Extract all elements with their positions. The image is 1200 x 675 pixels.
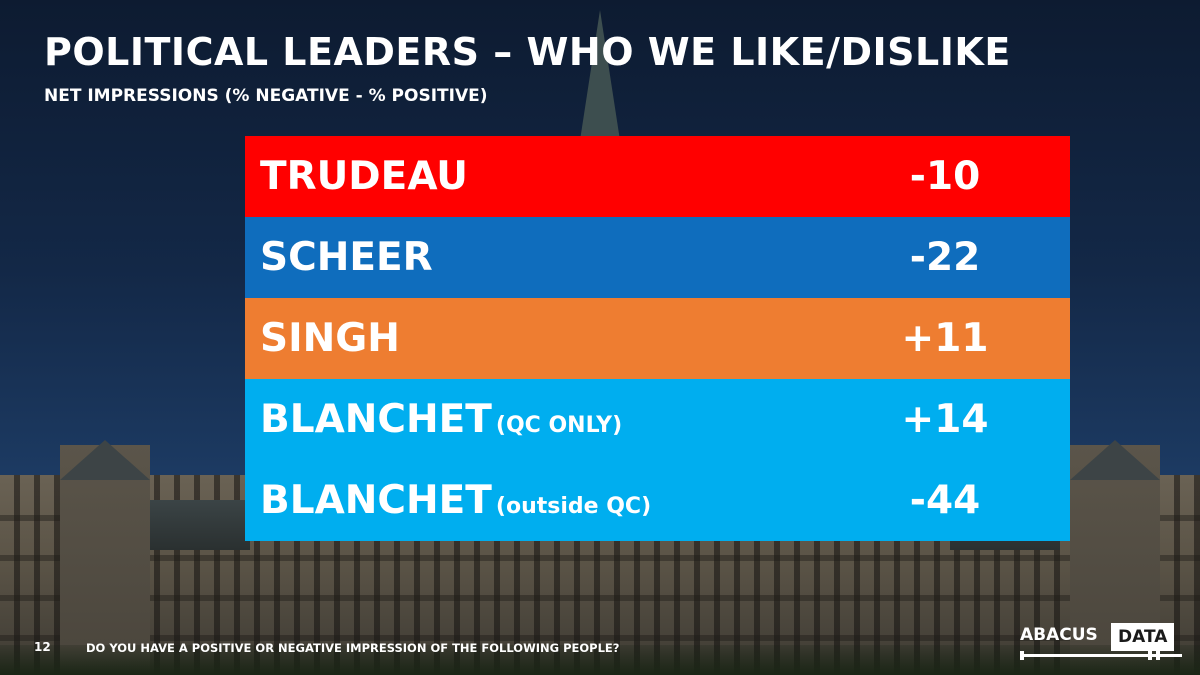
logo-tick [1156,651,1160,660]
left-tower-roof [60,440,150,480]
net-impression-value: +11 [901,316,989,361]
tower-spire [577,10,623,160]
slide-subtitle: NET IMPRESSIONS (% NEGATIVE - % POSITIVE… [44,86,488,106]
logo-word-data: DATA [1111,623,1175,651]
leader-row: SCHEER -22 [245,217,1070,298]
logo-tick [1148,651,1152,660]
roof-left [140,500,250,550]
net-impression-value: -10 [909,154,981,199]
survey-question: DO YOU HAVE A POSITIVE OR NEGATIVE IMPRE… [86,641,620,655]
foreground-trees [0,645,1200,675]
leader-name: TRUDEAU [260,136,468,217]
leader-name: SINGH [260,298,400,379]
leader-name-text: BLANCHET [260,397,492,442]
leader-name-text: SINGH [260,316,400,361]
net-impression-value: -22 [909,235,981,280]
right-tower-roof [1070,440,1160,480]
net-impression-value: -44 [909,478,981,523]
leader-row: BLANCHET (outside QC) -44 [245,460,1070,541]
logo-underline [1020,654,1182,657]
leader-row: TRUDEAU -10 [245,136,1070,217]
net-impression-value: +14 [901,397,989,442]
leader-name-text: BLANCHET [260,478,492,523]
slide-title: POLITICAL LEADERS – WHO WE LIKE/DISLIKE [44,30,1011,74]
page-number: 12 [34,640,51,654]
leader-name: SCHEER [260,217,433,298]
leader-name: BLANCHET (outside QC) [260,460,651,541]
leader-row: SINGH +11 [245,298,1070,379]
leader-name-text: TRUDEAU [260,154,468,199]
abacus-data-logo: ABACUS DATA [1016,620,1182,660]
leader-name-text: SCHEER [260,235,433,280]
net-impressions-table: TRUDEAU -10 SCHEER -22 SINGH +11 BLANCHET (QC O… [245,136,1070,541]
logo-tick [1020,651,1024,660]
leader-name: BLANCHET (QC ONLY) [260,379,622,460]
leader-row: BLANCHET (QC ONLY) +14 [245,379,1070,460]
left-tower [60,445,150,675]
logo-word-abacus: ABACUS [1020,625,1098,645]
region-qualifier: (outside QC) [495,494,652,519]
region-qualifier: (QC ONLY) [495,413,623,438]
